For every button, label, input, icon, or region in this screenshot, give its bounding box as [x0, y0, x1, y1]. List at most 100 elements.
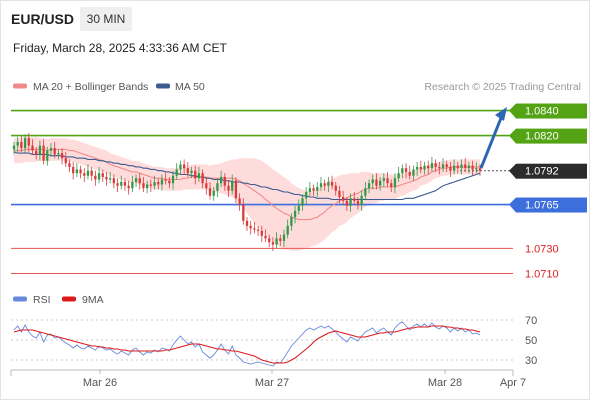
- candle: [367, 179, 371, 194]
- candle-body: [452, 165, 456, 171]
- candle-body: [57, 153, 60, 155]
- candle-body: [382, 178, 385, 181]
- candles: [12, 133, 482, 251]
- level-label-1.0730: 1.0730: [525, 243, 559, 255]
- candle: [286, 219, 289, 239]
- candle-body: [308, 188, 312, 192]
- candle-body: [256, 229, 260, 231]
- candle: [249, 220, 252, 235]
- candle: [478, 164, 482, 176]
- candle: [219, 170, 223, 187]
- ma50-line: [13, 151, 481, 201]
- candle-body: [464, 164, 467, 169]
- candle-body: [101, 173, 104, 177]
- candle: [123, 178, 127, 191]
- candle: [282, 229, 286, 248]
- candle-body: [20, 141, 23, 149]
- candle-body: [478, 168, 482, 171]
- candle-body: [12, 145, 16, 150]
- x-tick-label-mar-28: Mar 28: [428, 377, 462, 389]
- candle-body: [212, 190, 215, 196]
- candle: [349, 193, 352, 213]
- candle-body: [112, 178, 116, 184]
- candle-body: [153, 181, 156, 186]
- candle-body: [208, 188, 212, 196]
- candle: [64, 151, 67, 167]
- candle: [319, 176, 323, 191]
- legend-ma50-label: MA 50: [175, 81, 205, 93]
- candle: [378, 176, 382, 191]
- candle: [101, 169, 104, 182]
- candle: [330, 175, 334, 190]
- candle-body: [390, 183, 393, 187]
- candle-body: [238, 198, 241, 205]
- level-label-1.0765: 1.0765: [525, 200, 559, 212]
- candle: [412, 165, 415, 181]
- candle: [194, 165, 197, 185]
- candle: [430, 156, 434, 172]
- candle-body: [49, 148, 53, 151]
- candle: [35, 146, 38, 160]
- candle-body: [131, 181, 134, 189]
- x-tick-label-apr-7: Apr 7: [500, 377, 526, 389]
- level-tag-pointer-1.0840: [509, 103, 516, 119]
- candle: [441, 158, 445, 172]
- rsi-panel: 70 50 30: [11, 315, 537, 367]
- legend-9ma-label: 9MA: [82, 294, 104, 306]
- candle-body: [427, 165, 430, 169]
- candle-body: [475, 168, 478, 170]
- rsi-tick-label-50: 50: [525, 335, 537, 347]
- candle: [149, 179, 152, 192]
- candle: [415, 161, 419, 176]
- candle-body: [419, 166, 422, 170]
- candle: [60, 148, 64, 165]
- candle: [371, 174, 374, 190]
- ma20-line: [14, 148, 480, 221]
- level-labels: 1.0840 1.0820 1.0765 1.0730 1.0710 1.0792: [509, 103, 587, 280]
- timeframe-badge[interactable]: 30 MIN: [80, 7, 132, 31]
- candle-body: [401, 168, 404, 174]
- candle-body: [282, 234, 286, 241]
- candle: [242, 198, 245, 225]
- level-label-1.0710: 1.0710: [525, 268, 559, 280]
- level-label-1.0840: 1.0840: [525, 106, 559, 118]
- candle-body: [190, 170, 193, 174]
- candle: [16, 136, 19, 152]
- candle-body: [23, 138, 27, 149]
- candle-body: [271, 242, 275, 245]
- candle: [212, 186, 215, 201]
- candle: [68, 159, 71, 172]
- candle: [46, 146, 49, 166]
- candle-body: [109, 178, 112, 180]
- candle: [275, 232, 278, 249]
- candle-body: [408, 171, 411, 176]
- candle: [386, 171, 389, 187]
- candle: [120, 175, 123, 190]
- header-bar: EUR/USD 30 MIN: [0, 0, 590, 36]
- candle-body: [264, 235, 267, 239]
- projection-arrow-shaft: [479, 117, 503, 169]
- rsi-legend: RSI 9MA: [13, 294, 104, 306]
- candle: [182, 159, 186, 175]
- candle-body: [253, 228, 256, 230]
- candle-body: [142, 183, 145, 189]
- legend-rsi-swatch: [13, 296, 27, 302]
- candle: [401, 164, 404, 179]
- candle-body: [338, 190, 341, 198]
- candle: [127, 180, 130, 195]
- candle: [342, 190, 345, 205]
- candle-body: [68, 163, 71, 167]
- level-label-1.0820: 1.0820: [525, 131, 559, 143]
- candle-body: [179, 164, 182, 170]
- candle-body: [175, 169, 178, 176]
- projection: [479, 107, 507, 169]
- candle-body: [471, 165, 474, 170]
- candle-body: [171, 175, 175, 184]
- candle-body: [434, 163, 437, 167]
- candle: [434, 159, 437, 172]
- candle: [256, 225, 260, 236]
- candle-body: [231, 180, 234, 191]
- candle: [57, 149, 60, 160]
- candle-body: [145, 184, 149, 189]
- candle: [23, 134, 27, 154]
